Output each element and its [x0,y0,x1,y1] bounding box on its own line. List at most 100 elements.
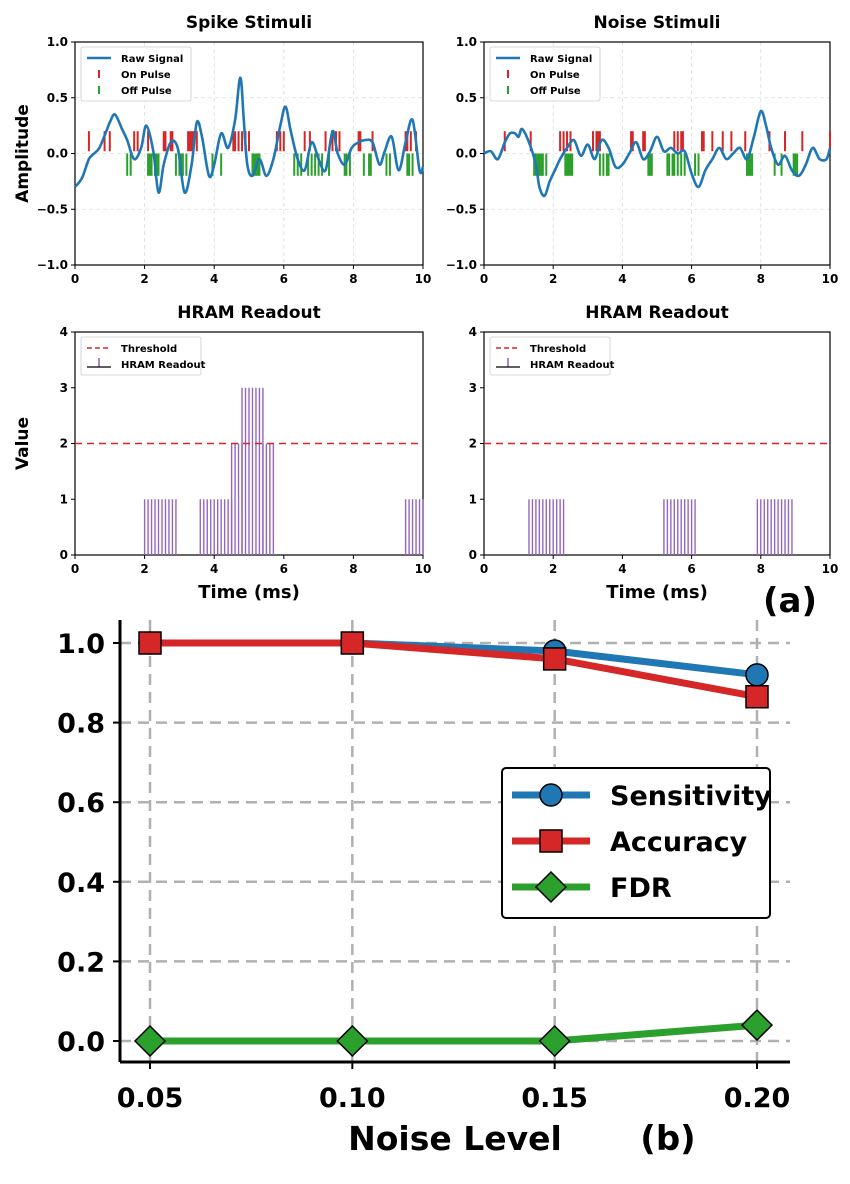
chart-title: HRAM Readout [585,303,728,323]
legend-sensitivity-marker [539,783,563,807]
x-axis-label: Noise Level [348,1119,562,1158]
legend-accuracy-label: Accuracy [610,827,748,858]
x-tick-label: 10 [415,272,432,286]
fdr-line [150,1021,758,1045]
x-tick-label: 0.20 [724,1083,791,1114]
legend-box [80,46,192,102]
y-tick-label: −0.5 [37,202,68,216]
x-tick-label: 6 [280,272,288,286]
x-tick-label: 4 [210,272,218,286]
fdr-point [133,1024,167,1058]
x-tick-label: 2 [140,562,148,576]
y-tick-label: 1.0 [456,35,477,49]
legend-threshold-label: Threshold [530,344,586,355]
chart-title: Noise Stimuli [594,13,721,33]
legend-sensitivity-label: Sensitivity [610,781,772,812]
x-tick-label: 6 [687,562,695,576]
legend-threshold-label: Threshold [121,344,177,355]
legend-off-pulse-label: Off Pulse [530,86,581,97]
y-tick-label: 0.0 [456,147,477,161]
y-tick-label: 3 [469,381,477,395]
x-tick-label: 4 [618,562,626,576]
x-tick-label: 4 [210,562,218,576]
legend-hram-readout-label: HRAM Readout [121,360,206,371]
panel-b-label: (b) [640,1119,695,1159]
spike-stimuli-chart: 0 2 4 6 8 10 −1.0 −0.5 0.0 0.5 1.0 Spike Stimuli Amp… [13,13,431,286]
y-tick-label: 1.0 [57,629,105,660]
legend-hram-readout-label: HRAM Readout [530,360,615,371]
y-tick-label: 1 [60,492,68,506]
spike-hram-readout-chart: 0 2 4 6 8 10 0 1 2 3 4 HRAM Readout Time (ms) Value Th… [13,303,431,603]
x-tick-label: 2 [549,562,557,576]
x-tick-label: 6 [687,272,695,286]
fdr-point [538,1024,571,1058]
x-tick-label: 8 [349,272,357,286]
x-tick-label: 2 [549,272,557,286]
accuracy-point [745,684,769,709]
legend-raw-signal-label: Raw Signal [121,54,183,65]
y-tick-label: 4 [60,325,68,339]
y-tick-label: 2 [469,437,477,451]
x-tick-label: 0.15 [521,1083,588,1114]
accuracy-line [150,639,758,701]
legend-fdr-marker [534,870,568,904]
x-tick-label: 4 [618,272,626,286]
noise-hram-readout-chart: 0 2 4 6 8 10 0 1 2 3 4 HRAM Readout Time (ms) Thresho… [469,303,839,603]
y-tick-label: 0.0 [57,1027,105,1058]
x-tick-label: 2 [140,272,148,286]
y-tick-label: −1.0 [446,258,477,272]
raw-signal-line [74,76,425,194]
legend-raw-signal-label: Raw Signal [530,54,592,65]
x-tick-label: 8 [757,562,765,576]
y-tick-label: 0.0 [47,147,68,161]
sensitivity-point [745,663,769,687]
legend-fdr-label: FDR [610,873,672,904]
accuracy-point [340,631,365,655]
y-tick-label: 0.2 [57,947,105,978]
legend-on-pulse-label: On Pulse [530,70,580,81]
raw-signal-line [483,109,832,198]
x-tick-label: 10 [822,562,839,576]
x-tick-label: 0 [480,562,488,576]
x-tick-label: 0 [480,272,488,286]
y-tick-label: 3 [60,381,68,395]
x-tick-label: 0.05 [117,1083,184,1114]
x-axis-label: Time (ms) [198,582,300,603]
legend-box [501,767,771,919]
y-tick-label: 2 [60,437,68,451]
legend-on-pulse-label: On Pulse [121,70,171,81]
x-tick-label: 8 [757,272,765,286]
legend-box [489,46,601,102]
y-tick-label: 1.0 [47,35,68,49]
x-tick-label: 0 [71,562,79,576]
legend-box [489,336,611,376]
chart-title: Spike Stimuli [186,13,312,33]
y-tick-label: −1.0 [37,258,68,272]
x-tick-label: 6 [280,562,288,576]
y-tick-label: 0.6 [57,788,105,819]
x-tick-label: 0 [71,272,79,286]
y-tick-label: 0 [60,548,68,562]
y-tick-label: 4 [469,325,477,339]
x-tick-label: 10 [415,562,432,576]
legend-off-pulse-label: Off Pulse [121,86,172,97]
accuracy-point [542,647,567,671]
y-tick-label: 0.8 [57,709,105,740]
y-tick-label: 0.5 [47,91,68,105]
y-tick-label: 0 [469,548,477,562]
chart-title: HRAM Readout [177,303,320,323]
panel-a-label: (a) [763,581,817,621]
y-tick-label: 0.4 [57,868,105,899]
x-tick-label: 0.10 [319,1083,386,1114]
x-axis-label: Time (ms) [606,582,708,603]
x-tick-label: 8 [349,562,357,576]
y-axis-label: Amplitude [13,104,33,203]
noise-stimuli-chart: 0 2 4 6 8 10 −1.0 −0.5 0.0 0.5 1.0 Noise Stimuli Raw… [446,13,839,286]
y-tick-label: −0.5 [446,202,477,216]
fdr-point [740,1009,774,1042]
legend-accuracy-marker [539,829,563,853]
fdr-point [336,1024,369,1058]
noise-level-metrics-chart: 0.05 0.10 0.15 0.20 0.0 0.2 0.4 0.6 0.8 1.0 Noise … [57,620,790,1158]
